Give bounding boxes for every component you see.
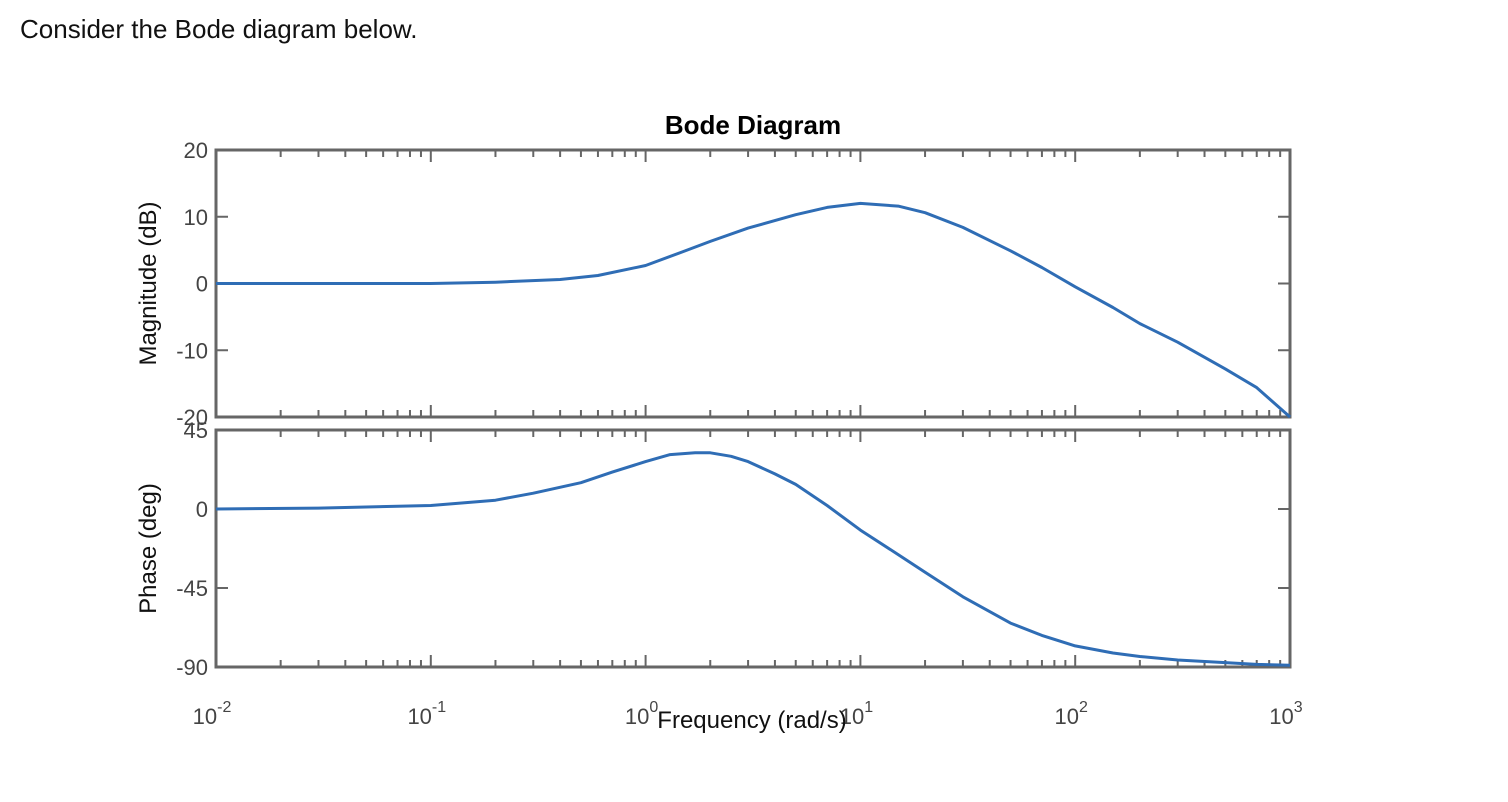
chart-title: Bode Diagram	[665, 110, 841, 140]
question-text: Consider the Bode diagram below.	[20, 14, 418, 44]
x-tick-label: 103	[1269, 699, 1302, 729]
phase-y-tick-label: 45	[184, 418, 208, 443]
phase-axes-box	[214, 428, 1292, 669]
phase-ylabel: Phase (deg)	[135, 483, 162, 614]
magnitude-y-tick-label: 10	[184, 205, 208, 230]
magnitude-y-tick-label: 0	[196, 272, 208, 297]
magnitude-ylabel: Magnitude (dB)	[135, 201, 162, 365]
xlabel: Frequency (rad/s)	[657, 707, 846, 734]
x-tick-label: 10-1	[407, 699, 446, 729]
magnitude-y-tick-label: -20	[176, 405, 208, 430]
x-tick-label: 100	[625, 699, 658, 729]
phase-y-tick-label: -90	[176, 655, 208, 680]
phase-y-tick-label: 0	[196, 497, 208, 522]
magnitude-y-tick-label: -10	[176, 338, 208, 363]
magnitude-series-line	[216, 201, 1291, 419]
x-tick-label: 10-2	[193, 699, 232, 729]
x-tick-label: 101	[840, 699, 873, 729]
phase-y-tick-label: -45	[176, 576, 208, 601]
magnitude-y-tick-label: 20	[184, 138, 208, 163]
x-tick-label: 102	[1055, 699, 1088, 729]
phase-series-line	[215, 451, 1291, 667]
